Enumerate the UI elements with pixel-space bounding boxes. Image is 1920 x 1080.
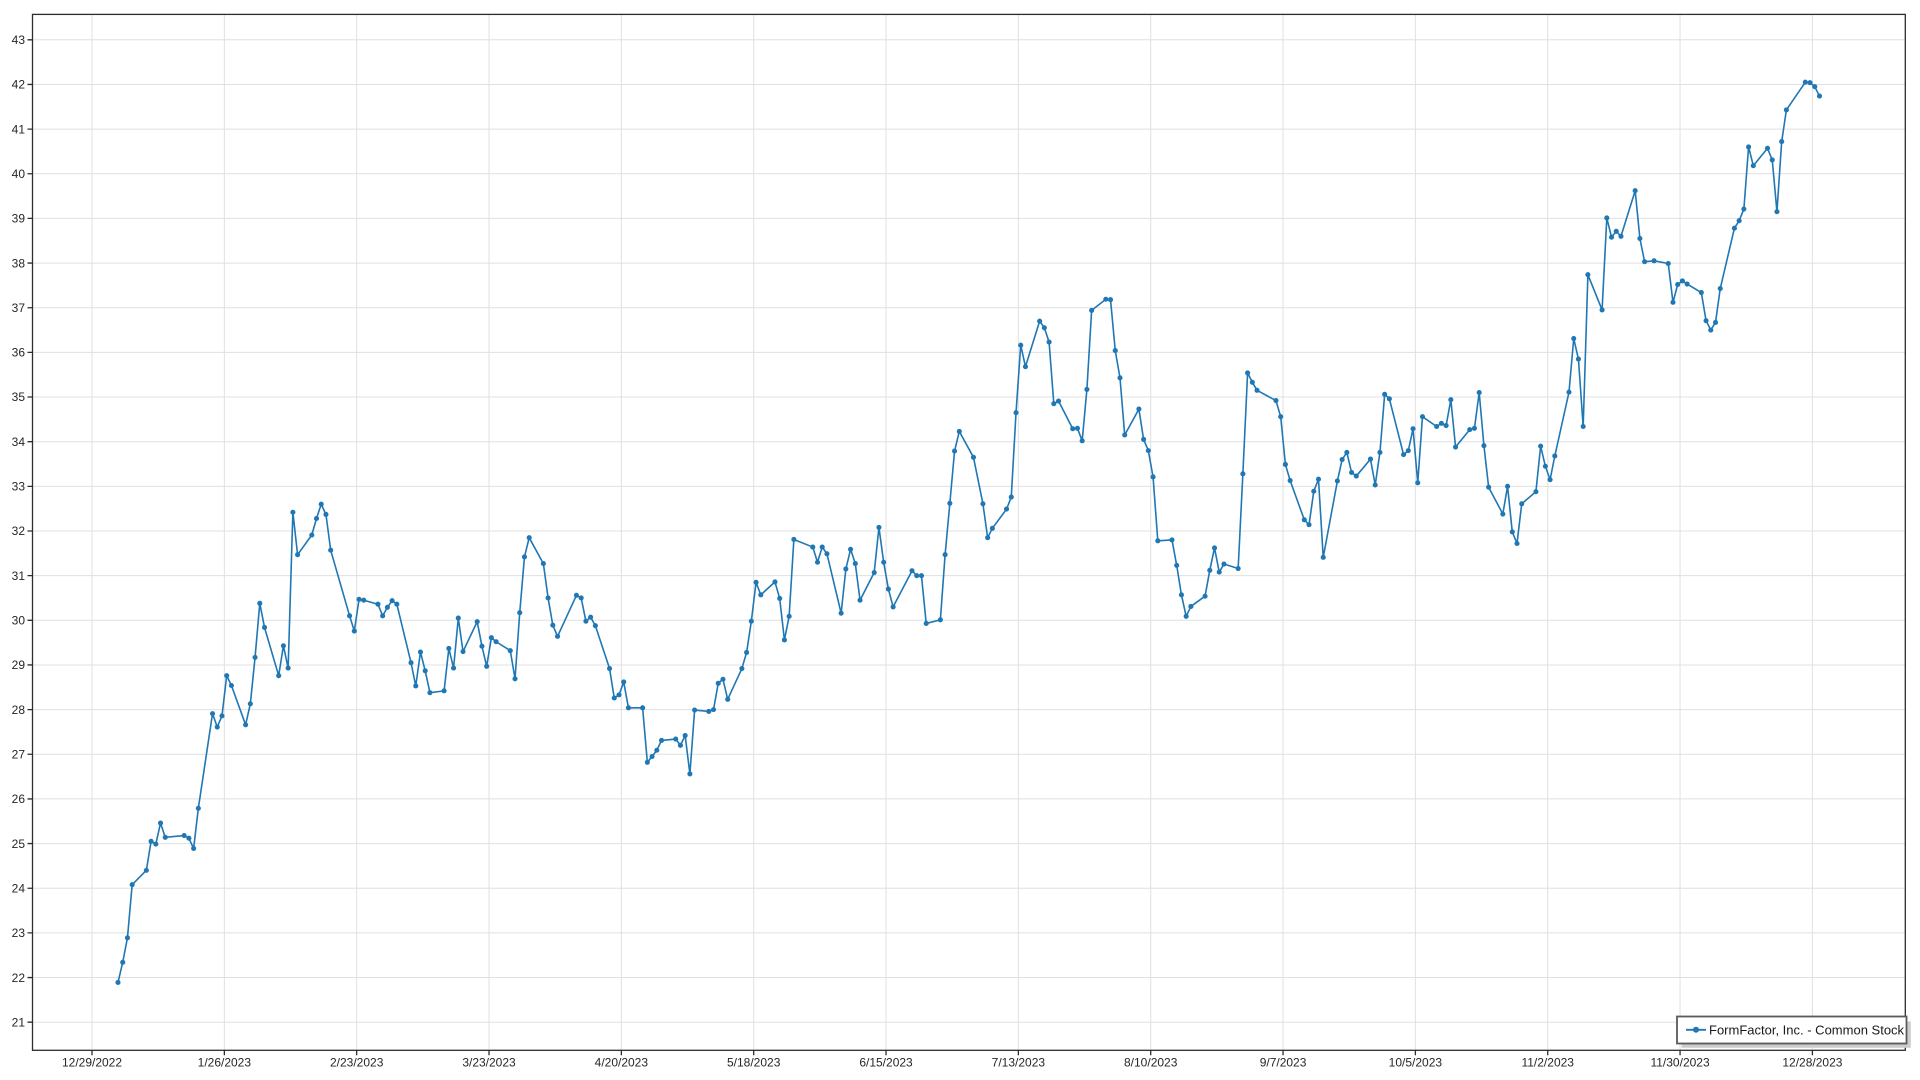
svg-text:40: 40 [12,167,26,181]
svg-text:43: 43 [12,33,26,47]
svg-text:27: 27 [12,747,26,761]
svg-text:32: 32 [12,524,26,538]
svg-text:26: 26 [12,792,26,806]
svg-text:39: 39 [12,212,26,226]
svg-text:36: 36 [12,346,26,360]
svg-text:30: 30 [12,614,26,628]
svg-text:9/7/2023: 9/7/2023 [1260,1056,1307,1070]
svg-text:11/30/2023: 11/30/2023 [1650,1056,1709,1070]
svg-text:4/20/2023: 4/20/2023 [595,1056,649,1070]
svg-text:21: 21 [12,1015,26,1029]
svg-text:29: 29 [12,658,26,672]
svg-text:3/23/2023: 3/23/2023 [462,1056,516,1070]
svg-text:25: 25 [12,837,26,851]
svg-text:1/26/2023: 1/26/2023 [198,1056,252,1070]
svg-text:10/5/2023: 10/5/2023 [1389,1056,1443,1070]
svg-text:31: 31 [12,569,26,583]
svg-text:6/15/2023: 6/15/2023 [859,1056,913,1070]
svg-text:12/29/2022: 12/29/2022 [62,1056,122,1070]
svg-text:2/23/2023: 2/23/2023 [330,1056,384,1070]
svg-text:23: 23 [12,926,26,940]
svg-text:37: 37 [12,301,26,315]
svg-text:FormFactor, Inc. - Common Stoc: FormFactor, Inc. - Common Stock [1709,1022,1905,1037]
svg-text:11/2/2023: 11/2/2023 [1521,1056,1574,1070]
svg-text:41: 41 [12,122,26,136]
svg-text:7/13/2023: 7/13/2023 [992,1056,1046,1070]
svg-text:12/28/2023: 12/28/2023 [1782,1056,1842,1070]
svg-text:34: 34 [12,435,26,449]
svg-text:33: 33 [12,480,26,494]
svg-text:5/18/2023: 5/18/2023 [727,1056,781,1070]
svg-text:28: 28 [12,703,26,717]
svg-text:22: 22 [12,971,26,985]
svg-text:35: 35 [12,390,26,404]
svg-text:24: 24 [12,881,26,895]
svg-text:8/10/2023: 8/10/2023 [1124,1056,1178,1070]
svg-text:42: 42 [12,78,26,92]
svg-text:38: 38 [12,256,26,270]
